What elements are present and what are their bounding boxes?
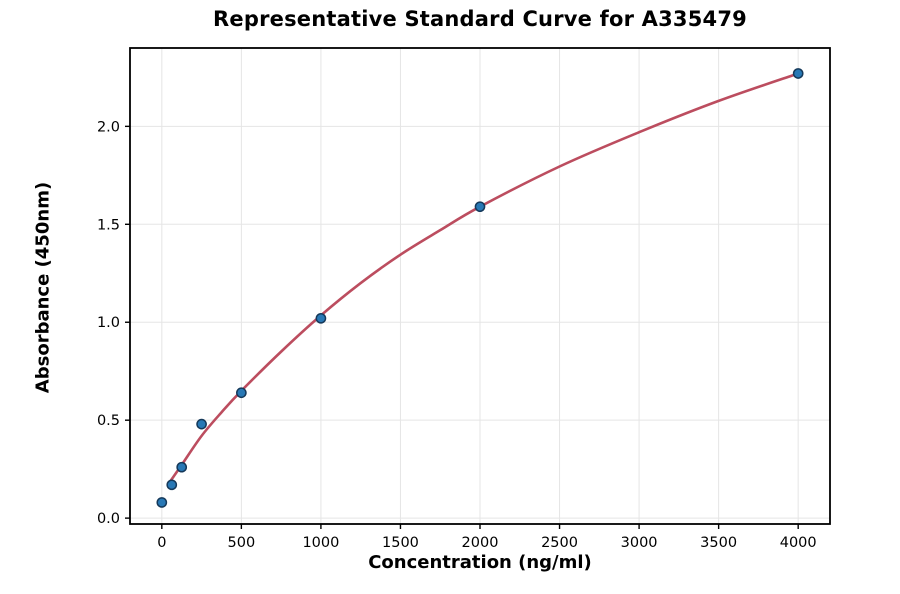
data-point	[196, 418, 207, 430]
plot-frame	[129, 47, 831, 525]
data-point	[474, 201, 486, 213]
x-axis-label: Concentration (ng/ml)	[368, 552, 592, 573]
data-point	[166, 479, 178, 491]
x-tick-label: 1500	[382, 535, 419, 551]
y-tick-label: 2.0	[97, 119, 120, 135]
x-tick-label: 4000	[780, 535, 817, 551]
x-tick-label: 2500	[541, 535, 578, 551]
x-tick-label: 500	[228, 535, 256, 551]
y-tick-label: 0.0	[97, 511, 120, 527]
x-tick-label: 2000	[462, 535, 499, 551]
data-point	[315, 312, 327, 324]
x-tick-label: 3500	[700, 535, 737, 551]
x-tick-label: 0	[157, 535, 166, 551]
y-tick-label: 1.0	[97, 315, 120, 331]
data-point	[792, 68, 804, 79]
y-tick-label: 0.5	[97, 413, 120, 429]
data-point	[236, 387, 247, 399]
y-tick-label: 1.5	[97, 217, 120, 233]
data-point	[156, 497, 168, 508]
chart-title: Representative Standard Curve for A33547…	[213, 7, 747, 31]
data-point	[176, 461, 188, 473]
x-tick-label: 3000	[621, 535, 658, 551]
fit-curve	[169, 72, 800, 483]
y-axis-label: Absorbance (450nm)	[32, 181, 54, 394]
x-tick-label: 1000	[302, 535, 339, 551]
